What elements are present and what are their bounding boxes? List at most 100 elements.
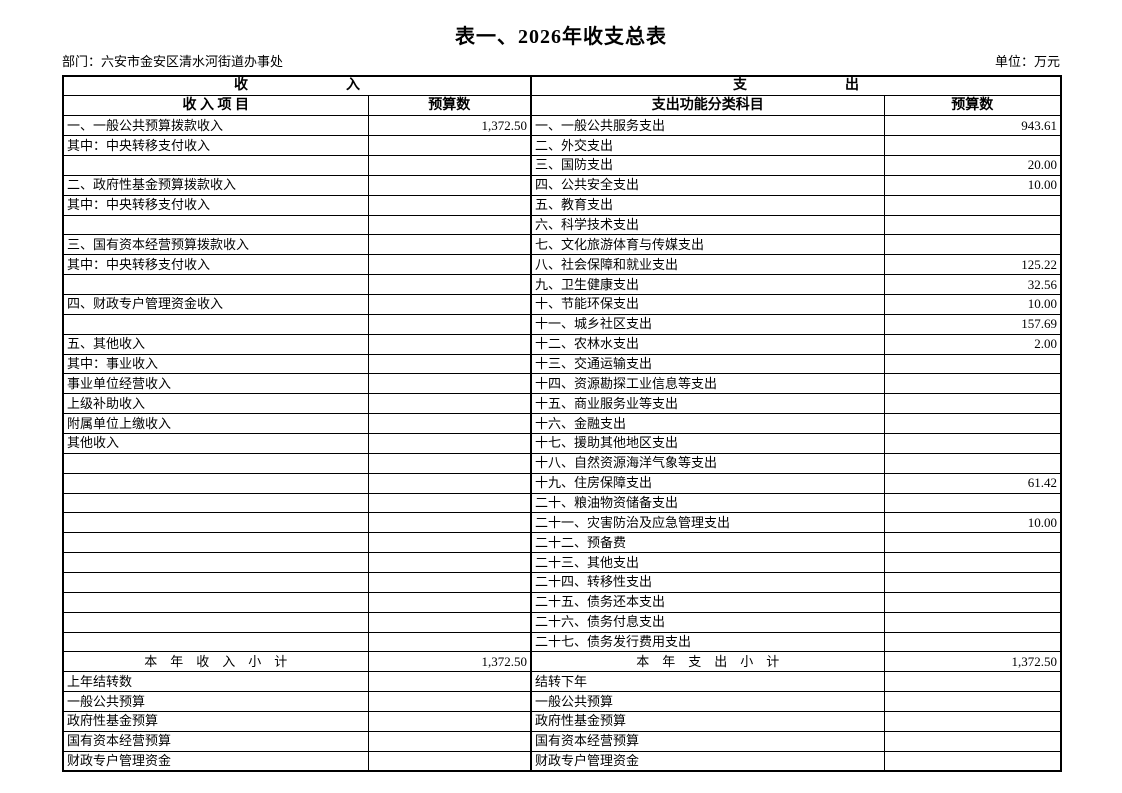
- table-row: 二十一、灾害防治及应急管理支出 10.00: [62, 512, 1062, 534]
- expense-value-cell: 10.00: [883, 174, 1062, 196]
- expense-value-cell: [883, 730, 1062, 752]
- income-item-cell: 本 年 收 入 小 计: [62, 651, 369, 673]
- income-item-cell: 政府性基金预算: [62, 711, 369, 732]
- expense-value-cell: 125.22: [883, 254, 1062, 276]
- income-value-cell: [367, 373, 532, 395]
- expense-item-cell: 本 年 支 出 小 计: [530, 651, 885, 673]
- expense-group-header: 支 出: [530, 75, 1062, 97]
- expense-item-cell: 十一、城乡社区支出: [530, 313, 885, 335]
- income-value-cell: [367, 432, 532, 454]
- income-item-cell: [62, 154, 369, 176]
- table-row: 一、一般公共预算拨款收入 1,372.50 一、一般公共服务支出 943.61: [62, 115, 1062, 137]
- income-value-cell: [367, 234, 532, 256]
- expense-item-cell: 十七、援助其他地区支出: [530, 432, 885, 454]
- expense-value-cell: [883, 353, 1062, 375]
- expense-value-cell: 32.56: [883, 274, 1062, 295]
- table-row: 其中：中央转移支付收入 五、教育支出: [62, 194, 1062, 216]
- expense-value-cell: [883, 393, 1062, 415]
- expense-value-cell: [883, 214, 1062, 236]
- expense-item-cell: 四、公共安全支出: [530, 174, 885, 196]
- income-value-cell: [367, 135, 532, 156]
- income-value-cell: [367, 194, 532, 216]
- income-item-cell: [62, 552, 369, 573]
- expense-item-cell: 七、文化旅游体育与传媒支出: [530, 234, 885, 256]
- unit-label: 单位：万元: [994, 54, 1060, 69]
- expense-item-cell: 十五、商业服务业等支出: [530, 393, 885, 415]
- income-value-cell: [367, 274, 532, 295]
- expense-value-cell: [883, 135, 1062, 156]
- expense-value-cell: [883, 492, 1062, 514]
- table-row: 其他收入 十七、援助其他地区支出: [62, 432, 1062, 454]
- expense-value-cell: [883, 711, 1062, 732]
- income-value-cell: [367, 552, 532, 573]
- table-row: 本 年 收 入 小 计 1,372.50 本 年 支 出 小 计 1,372.5…: [62, 651, 1062, 673]
- page-title: 表一、2026年收支总表: [455, 26, 667, 48]
- expense-item-cell: 二十五、债务还本支出: [530, 591, 885, 613]
- expense-item-cell: 二十、粮油物资储备支出: [530, 492, 885, 514]
- table-row: 六、科学技术支出: [62, 214, 1062, 236]
- table-row: 三、国有资本经营预算拨款收入 七、文化旅游体育与传媒支出: [62, 234, 1062, 256]
- income-budget-header: 预算数: [367, 95, 532, 117]
- income-item-cell: [62, 631, 369, 653]
- table-row: 二十六、债务付息支出: [62, 611, 1062, 633]
- expense-item-cell: 十、节能环保支出: [530, 293, 885, 315]
- expense-value-cell: 61.42: [883, 472, 1062, 494]
- expense-item-cell: 十四、资源勘探工业信息等支出: [530, 373, 885, 395]
- income-value-cell: [367, 353, 532, 375]
- income-item-cell: 二、政府性基金预算拨款收入: [62, 174, 369, 196]
- income-value-cell: [367, 313, 532, 335]
- income-item-cell: 附属单位上缴收入: [62, 413, 369, 434]
- income-value-cell: [367, 532, 532, 554]
- expense-item-cell: 十六、金融支出: [530, 413, 885, 434]
- table-row: 附属单位上缴收入 十六、金融支出: [62, 413, 1062, 434]
- table-row: 一般公共预算 一般公共预算: [62, 691, 1062, 712]
- table-row: 二十三、其他支出: [62, 552, 1062, 573]
- expense-item-cell: 二、外交支出: [530, 135, 885, 156]
- table-row: 二十、粮油物资储备支出: [62, 492, 1062, 514]
- expense-item-cell: 二十四、转移性支出: [530, 571, 885, 593]
- expense-value-cell: [883, 671, 1062, 693]
- income-value-cell: [367, 293, 532, 315]
- table-row: 上年结转数 结转下年: [62, 671, 1062, 693]
- expense-value-cell: [883, 552, 1062, 573]
- expense-item-cell: 一、一般公共服务支出: [530, 115, 885, 137]
- expense-item-cell: 国有资本经营预算: [530, 730, 885, 752]
- income-item-cell: [62, 472, 369, 494]
- income-item-cell: [62, 591, 369, 613]
- income-item-cell: [62, 571, 369, 593]
- income-value-cell: [367, 730, 532, 752]
- expense-value-cell: [883, 591, 1062, 613]
- income-item-header: 收 入 项 目: [62, 95, 369, 117]
- income-value-cell: [367, 492, 532, 514]
- expense-item-cell: 九、卫生健康支出: [530, 274, 885, 295]
- income-item-cell: 四、财政专户管理资金收入: [62, 293, 369, 315]
- income-item-cell: 上级补助收入: [62, 393, 369, 415]
- expense-item-cell: 二十一、灾害防治及应急管理支出: [530, 512, 885, 534]
- expense-value-cell: [883, 611, 1062, 633]
- income-value-cell: [367, 611, 532, 633]
- expense-item-cell: 十九、住房保障支出: [530, 472, 885, 494]
- expense-item-cell: 财政专户管理资金: [530, 750, 885, 772]
- table-row: 政府性基金预算 政府性基金预算: [62, 711, 1062, 732]
- expense-value-cell: [883, 532, 1062, 554]
- table-row: 四、财政专户管理资金收入 十、节能环保支出 10.00: [62, 293, 1062, 315]
- table-row: 其中：中央转移支付收入 八、社会保障和就业支出 125.22: [62, 254, 1062, 276]
- expense-item-cell: 五、教育支出: [530, 194, 885, 216]
- table-row: 五、其他收入 十二、农林水支出 2.00: [62, 333, 1062, 355]
- budget-table-body: 一、一般公共预算拨款收入 1,372.50 一、一般公共服务支出 943.61 …: [62, 115, 1062, 772]
- income-item-cell: [62, 452, 369, 474]
- income-value-cell: [367, 750, 532, 772]
- table-row: 其中：中央转移支付收入 二、外交支出: [62, 135, 1062, 156]
- expense-value-cell: [883, 571, 1062, 593]
- expense-item-cell: 二十六、债务付息支出: [530, 611, 885, 633]
- income-item-cell: [62, 274, 369, 295]
- income-item-cell: 上年结转数: [62, 671, 369, 693]
- expense-item-cell: 三、国防支出: [530, 154, 885, 176]
- income-value-cell: [367, 671, 532, 693]
- income-item-cell: [62, 214, 369, 236]
- expense-value-cell: [883, 373, 1062, 395]
- income-value-cell: [367, 631, 532, 653]
- income-item-cell: 国有资本经营预算: [62, 730, 369, 752]
- income-item-cell: 五、其他收入: [62, 333, 369, 355]
- income-item-cell: 其中：中央转移支付收入: [62, 194, 369, 216]
